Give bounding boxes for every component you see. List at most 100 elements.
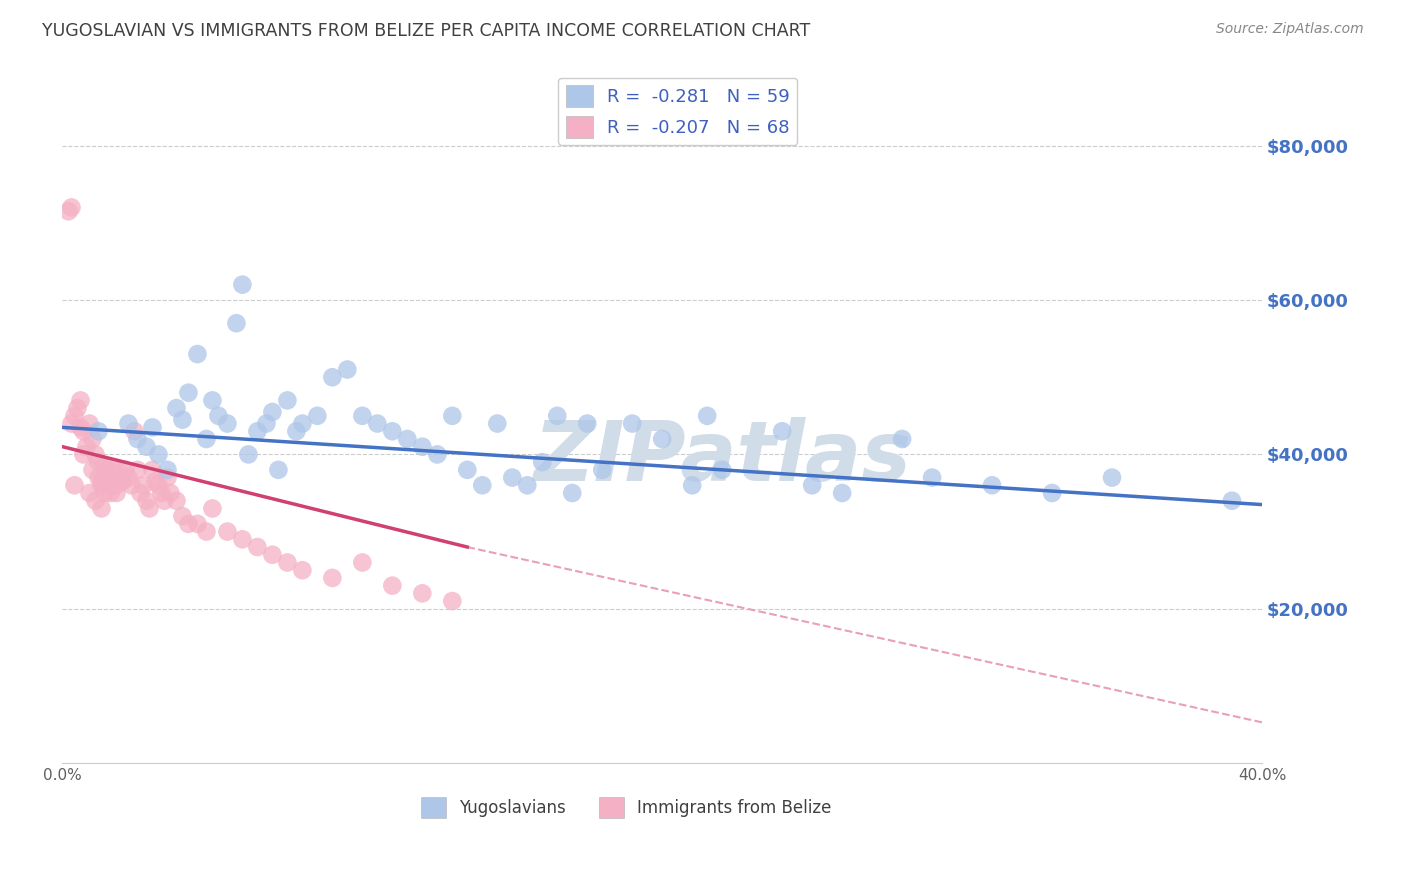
Point — [770, 424, 793, 438]
Point — [150, 486, 173, 500]
Point — [195, 432, 218, 446]
Point — [132, 478, 155, 492]
Point — [135, 493, 157, 508]
Point — [111, 475, 134, 489]
Point — [63, 478, 86, 492]
Point — [127, 463, 149, 477]
Point — [79, 486, 101, 500]
Point — [262, 548, 284, 562]
Point — [141, 463, 163, 477]
Point — [1220, 493, 1243, 508]
Point — [145, 475, 167, 489]
Text: YUGOSLAVIAN VS IMMIGRANTS FROM BELIZE PER CAPITA INCOME CORRELATION CHART: YUGOSLAVIAN VS IMMIGRANTS FROM BELIZE PE… — [42, 22, 810, 40]
Point — [148, 478, 170, 492]
Point — [93, 486, 115, 500]
Text: Source: ZipAtlas.com: Source: ZipAtlas.com — [1216, 22, 1364, 37]
Point — [621, 417, 644, 431]
Point — [114, 463, 136, 477]
Point — [516, 478, 538, 492]
Point — [117, 470, 139, 484]
Point — [441, 409, 464, 423]
Point — [321, 571, 343, 585]
Point — [276, 556, 298, 570]
Point — [238, 447, 260, 461]
Point — [321, 370, 343, 384]
Point — [291, 563, 314, 577]
Point — [207, 409, 229, 423]
Point — [336, 362, 359, 376]
Point — [576, 417, 599, 431]
Point — [72, 424, 94, 438]
Point — [60, 417, 83, 431]
Point — [72, 447, 94, 461]
Point — [381, 579, 404, 593]
Point — [165, 401, 187, 416]
Point — [217, 524, 239, 539]
Point — [711, 463, 734, 477]
Point — [471, 478, 494, 492]
Point — [100, 478, 122, 492]
Point — [254, 417, 277, 431]
Point — [82, 463, 104, 477]
Point — [801, 478, 824, 492]
Point — [84, 447, 107, 461]
Point — [66, 401, 89, 416]
Point — [93, 458, 115, 473]
Point — [307, 409, 329, 423]
Point — [411, 586, 433, 600]
Point — [225, 316, 247, 330]
Point — [82, 432, 104, 446]
Point — [396, 432, 419, 446]
Point — [177, 385, 200, 400]
Point — [352, 409, 374, 423]
Point — [891, 432, 914, 446]
Point — [105, 478, 128, 492]
Point — [121, 478, 143, 492]
Point — [486, 417, 509, 431]
Point — [58, 204, 80, 219]
Text: ZIPatlas: ZIPatlas — [533, 417, 911, 498]
Point — [117, 417, 139, 431]
Point — [159, 486, 181, 500]
Point — [172, 412, 194, 426]
Point — [141, 420, 163, 434]
Point — [135, 440, 157, 454]
Point — [79, 417, 101, 431]
Point — [111, 470, 134, 484]
Point — [108, 463, 131, 477]
Point — [651, 432, 673, 446]
Point — [231, 533, 253, 547]
Point — [262, 405, 284, 419]
Point — [172, 509, 194, 524]
Point — [217, 417, 239, 431]
Point — [231, 277, 253, 292]
Point — [921, 470, 943, 484]
Point — [561, 486, 583, 500]
Point — [441, 594, 464, 608]
Point — [501, 470, 523, 484]
Point — [831, 486, 853, 500]
Point — [267, 463, 290, 477]
Point — [63, 409, 86, 423]
Point — [96, 463, 118, 477]
Point — [352, 556, 374, 570]
Point — [87, 470, 110, 484]
Point — [96, 470, 118, 484]
Point — [291, 417, 314, 431]
Point — [411, 440, 433, 454]
Point — [366, 417, 388, 431]
Point — [981, 478, 1004, 492]
Point — [591, 463, 613, 477]
Point — [87, 424, 110, 438]
Point — [69, 420, 91, 434]
Point — [138, 501, 160, 516]
Point — [696, 409, 718, 423]
Point — [76, 440, 98, 454]
Point — [103, 463, 125, 477]
Point — [60, 201, 83, 215]
Point — [426, 447, 449, 461]
Point — [84, 493, 107, 508]
Point — [100, 486, 122, 500]
Point — [90, 475, 112, 489]
Point — [156, 463, 179, 477]
